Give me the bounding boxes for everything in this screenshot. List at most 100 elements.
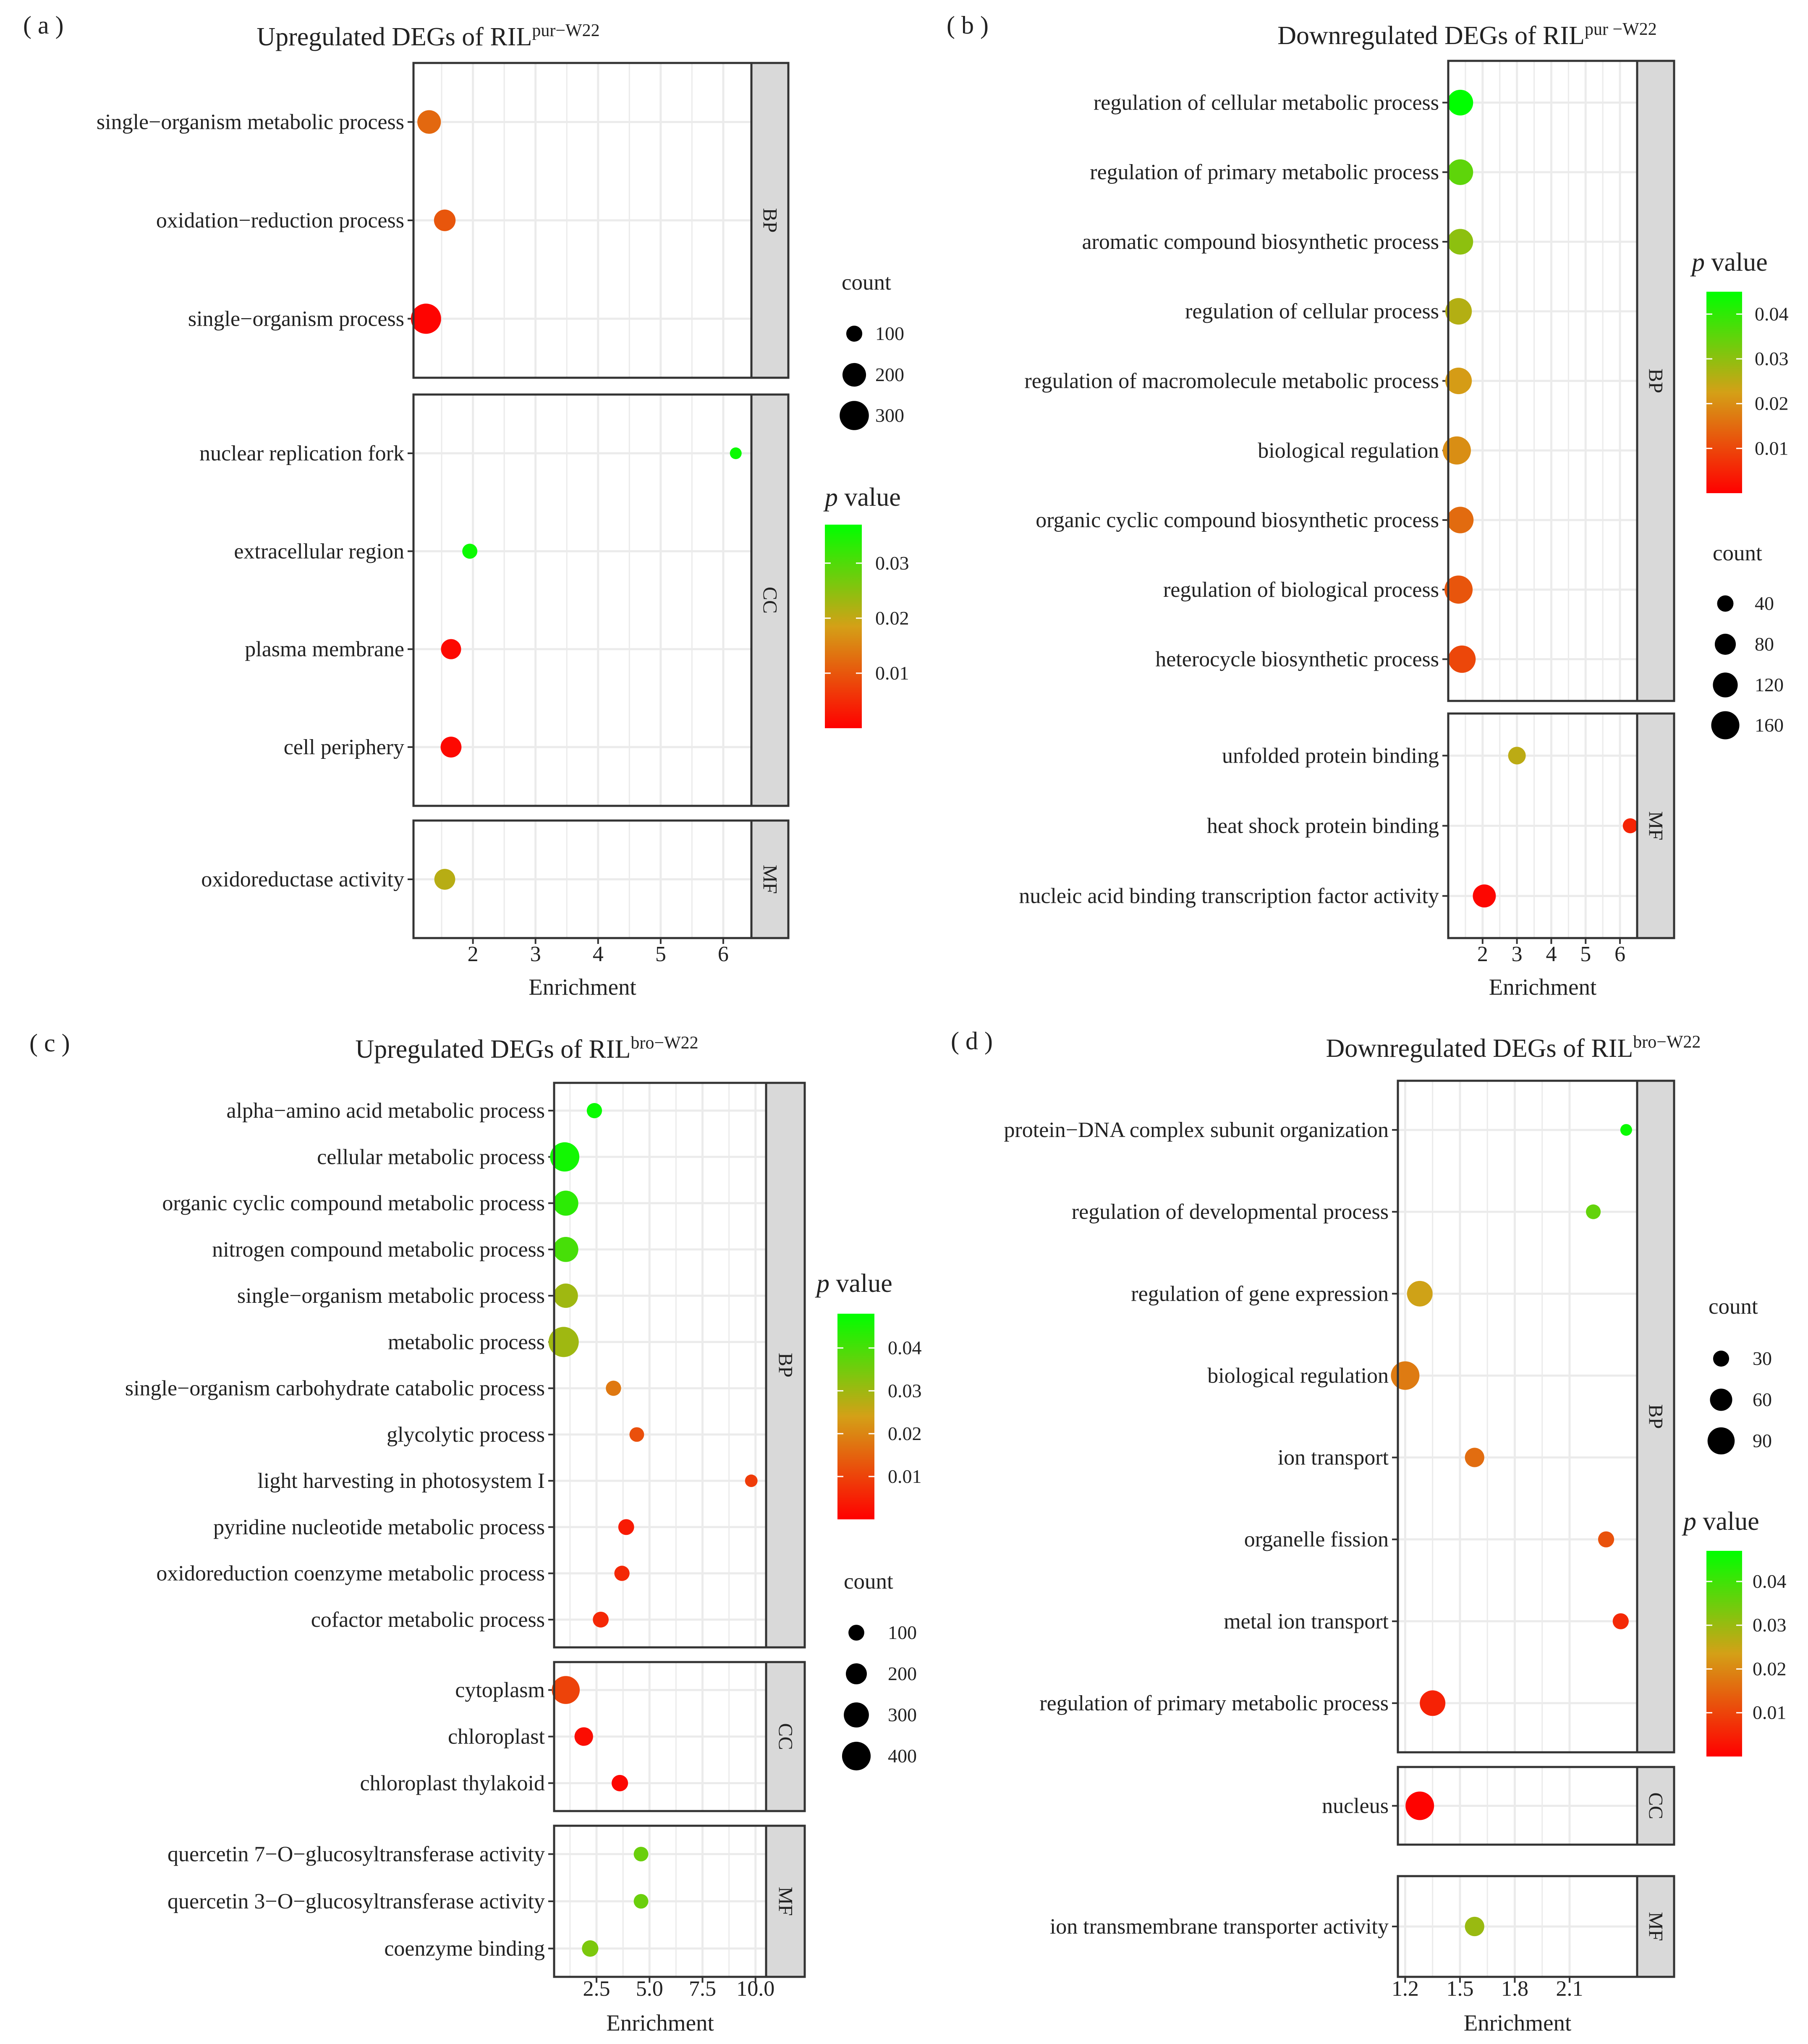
term-point: [553, 1283, 578, 1308]
term-label: organelle fission: [1244, 1528, 1389, 1552]
count-legend-label: 120: [1755, 674, 1784, 695]
count-legend-dot: [1707, 1427, 1735, 1455]
term-point: [611, 1775, 628, 1792]
chart-title: Downregulated DEGs of RILbro−W22: [1326, 1032, 1701, 1063]
term-point: [441, 639, 461, 659]
pvalue-legend: p value 0.03 0.02 0.01: [823, 483, 909, 728]
count-legend-title: count: [842, 270, 891, 295]
term-point: [633, 1847, 649, 1861]
term-point: [1508, 747, 1526, 765]
term-label: organic cyclic compound biosynthetic pro…: [1036, 508, 1439, 532]
term-point: [745, 1474, 758, 1487]
term-label: ion transmembrane transporter activity: [1050, 1915, 1389, 1939]
chart-title-superscript: bro−W22: [1633, 1032, 1701, 1052]
facet-strip-label: MF: [1645, 1912, 1667, 1941]
term-label: regulation of primary metabolic process: [1039, 1691, 1389, 1715]
term-label: ion transport: [1278, 1446, 1389, 1470]
count-legend-dot: [1710, 1388, 1732, 1411]
count-legend-label: 300: [888, 1704, 917, 1725]
count-legend-dot: [1713, 672, 1738, 698]
term-point: [1445, 298, 1472, 325]
term-point: [548, 1327, 579, 1357]
colorbar-label: 0.03: [1755, 348, 1789, 369]
facet-background: [1398, 1081, 1637, 1752]
pvalue-legend-title-rest: value: [838, 483, 901, 512]
x-axis-label: Enrichment: [1489, 974, 1597, 1000]
count-legend-dot: [1713, 1350, 1730, 1367]
count-legend-title: count: [844, 1569, 893, 1594]
count-legend-dot: [846, 325, 863, 342]
term-point: [593, 1611, 609, 1628]
term-label: organic cyclic compound metabolic proces…: [162, 1192, 545, 1215]
count-legend-label: 160: [1755, 714, 1784, 736]
term-point: [1448, 645, 1476, 673]
colorbar-label: 0.01: [888, 1466, 922, 1487]
x-tick-label: 6: [1614, 942, 1625, 966]
term-point: [417, 110, 441, 134]
pvalue-legend-title: p value: [1682, 1507, 1759, 1536]
term-label: oxidation−reduction process: [156, 209, 404, 233]
colorbar-label: 0.04: [888, 1337, 922, 1359]
x-axis-label: Enrichment: [606, 2010, 714, 2036]
panel-tag: ( c ): [29, 1029, 70, 1057]
count-legend-label: 200: [888, 1663, 917, 1684]
term-point: [1612, 1613, 1629, 1629]
term-point: [440, 737, 462, 758]
term-label: metabolic process: [388, 1330, 545, 1354]
colorbar-label: 0.03: [875, 552, 909, 574]
colorbar-label: 0.02: [1753, 1658, 1787, 1679]
facet-cc: nuclear replication fork extracellular re…: [199, 393, 790, 807]
facet-background: [413, 395, 751, 806]
facet-strip-label: MF: [774, 1887, 797, 1916]
term-label: chloroplast thylakoid: [360, 1771, 545, 1795]
facet-mf: quercetin 7−O−glucosyltransferase activi…: [167, 1824, 806, 1978]
pvalue-legend: p value 0.04 0.03 0.02 0.01: [1690, 248, 1789, 493]
facet-strip: [750, 62, 790, 379]
colorbar-label: 0.03: [1753, 1614, 1787, 1636]
facet-strip-label: CC: [759, 587, 781, 614]
term-point: [411, 303, 441, 334]
term-point: [1473, 884, 1496, 908]
chart-title: Downregulated DEGs of RILpur −W22: [1277, 20, 1657, 50]
term-label: aromatic compound biosynthetic process: [1082, 230, 1439, 254]
term-point: [1598, 1531, 1614, 1547]
count-legend-dot: [848, 1625, 864, 1641]
pvalue-legend: p value 0.04 0.03 0.02 0.01: [815, 1269, 922, 1519]
term-point: [553, 1190, 578, 1216]
term-label: light harvesting in photosystem I: [257, 1469, 545, 1493]
panel-tag: ( d ): [951, 1027, 993, 1055]
term-point: [1465, 1916, 1484, 1937]
panel-c-upregulated-bro: ( c ) Upregulated DEGs of RILbro−W22 alpha…: [29, 1029, 922, 2036]
panel-tag: ( a ): [23, 11, 64, 39]
facet-bp: single−organism metabolic process oxidati…: [97, 62, 790, 379]
pvalue-legend-title-rest: value: [1696, 1507, 1759, 1536]
count-legend: count 100 200 300 400: [842, 1569, 917, 1771]
chart-title: Upregulated DEGs of RILpur−W22: [256, 21, 599, 51]
facet-strip-label: MF: [759, 865, 781, 894]
facet-strip-label: MF: [1645, 811, 1667, 840]
term-label: nuclear replication fork: [199, 442, 404, 465]
term-point: [1391, 1361, 1420, 1390]
term-point: [1407, 1281, 1433, 1307]
term-label: nucleic acid binding transcription facto…: [1019, 884, 1439, 908]
facet-strip: [765, 1082, 806, 1649]
x-tick-label: 2.5: [583, 1977, 610, 2001]
x-tick-label: 5.0: [636, 1977, 663, 2001]
term-point: [1444, 575, 1473, 604]
term-point: [1447, 159, 1473, 185]
facet-strip-label: CC: [774, 1723, 797, 1750]
term-label: protein−DNA complex subunit organization: [1004, 1118, 1389, 1142]
term-label: regulation of cellular metabolic process: [1094, 91, 1439, 115]
pvalue-legend-title-rest: value: [829, 1269, 892, 1298]
facet-bp: alpha−amino acid metabolic process cellul…: [125, 1082, 806, 1649]
x-tick-label: 2.1: [1556, 1977, 1583, 2001]
term-label: oxidoreduction coenzyme metabolic proces…: [156, 1562, 545, 1586]
term-label: extracellular region: [234, 539, 404, 563]
term-point: [574, 1727, 593, 1746]
term-point: [618, 1519, 634, 1535]
term-label: heterocycle biosynthetic process: [1155, 648, 1439, 672]
chart-title-superscript: pur−W22: [532, 21, 599, 40]
count-legend-label: 100: [875, 323, 904, 344]
term-label: regulation of macromolecule metabolic pr…: [1024, 369, 1439, 393]
x-tick-label: 2: [468, 942, 479, 966]
